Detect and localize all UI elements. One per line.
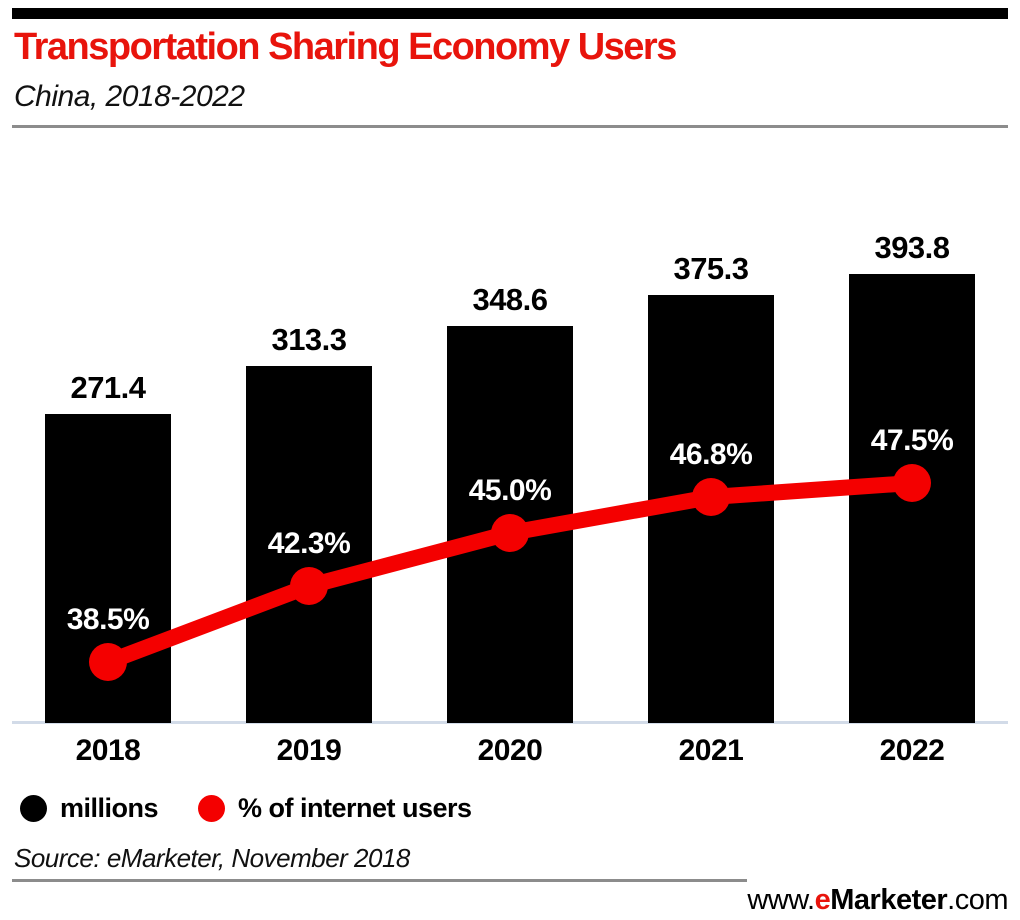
bar-value-label-2018: 271.4 [70,370,146,405]
bar-value-label-2021: 375.3 [673,251,749,286]
bar-value-label-2019: 313.3 [271,322,347,357]
bar-2021 [648,295,774,723]
legend-label: millions [60,793,159,823]
footer-divider [12,879,747,882]
pct-label-2021: 46.8% [669,438,753,471]
plot-area: 271.4 38.5% 2018 313.3 42.3% 2019 348.6 45.0% 20… [0,130,1020,780]
bar-series-swatch-icon [20,795,47,822]
bar-2020 [447,326,573,723]
x-axis-label-2020: 2020 [477,734,543,767]
url-www: www. [747,884,815,916]
x-axis-label-2021: 2021 [678,734,744,767]
bar-2018 [45,414,171,723]
emarketer-url[interactable]: www.eMarketer.com [747,884,1008,917]
bar-value-label-2020: 348.6 [472,282,548,317]
url-brand-e: e [814,884,831,916]
x-axis-label-2018: 2018 [75,734,141,767]
source-note: Source: eMarketer, November 2018 [14,843,410,873]
pct-label-2022: 47.5% [870,424,954,457]
bar-2022 [849,274,975,723]
top-rule [12,8,1008,19]
chart-subtitle: China, 2018-2022 [14,80,245,113]
pct-label-2018: 38.5% [66,603,150,636]
url-domain: .com [947,884,1008,916]
legend: millions % of internet users [20,793,472,824]
legend-item-pct-internet-users: % of internet users [198,793,472,824]
url-brand-rest: Marketer [830,884,948,916]
x-axis-label-2019: 2019 [276,734,342,767]
legend-item-millions: millions [20,793,159,824]
header-divider [12,125,1008,128]
line-series-swatch-icon [198,795,226,822]
legend-label: % of internet users [238,793,472,823]
x-axis-label-2022: 2022 [879,734,945,767]
pct-label-2020: 45.0% [468,474,552,507]
pct-label-2019: 42.3% [267,527,351,560]
bar-value-label-2022: 393.8 [874,230,950,265]
chart-title: Transportation Sharing Economy Users [14,26,677,68]
